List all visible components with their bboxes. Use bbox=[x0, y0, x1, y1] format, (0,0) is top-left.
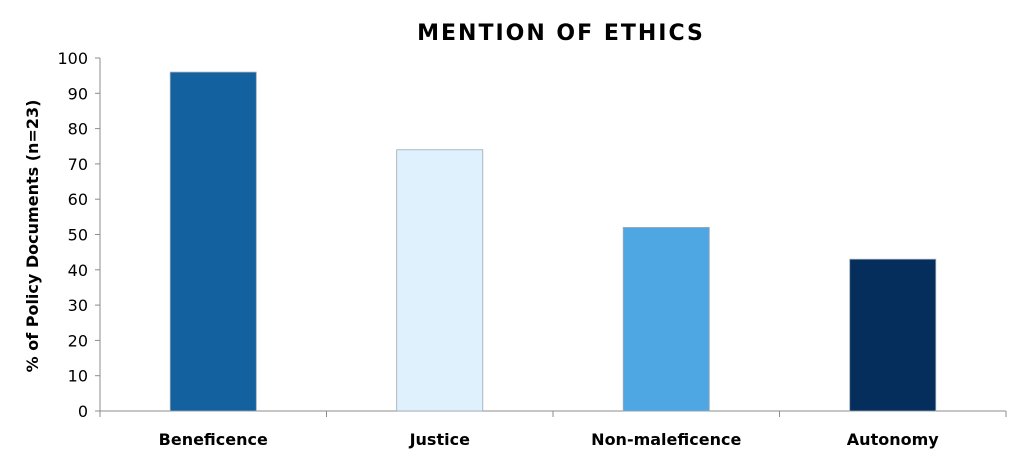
y-tick-label: 100 bbox=[57, 49, 88, 68]
x-tick-label: Non-maleficence bbox=[591, 430, 741, 449]
y-tick-label: 10 bbox=[68, 367, 88, 386]
x-tick-label: Justice bbox=[409, 430, 470, 449]
y-axis-label: % of Policy Documents (n=23) bbox=[23, 100, 42, 373]
x-tick-label: Autonomy bbox=[847, 430, 939, 449]
labels: 0 10 20 30 40 50 60 70 80 90 100 Beneficence Justice… bbox=[57, 49, 939, 449]
y-tick-label: 0 bbox=[78, 402, 88, 421]
bar-beneficence bbox=[169, 71, 257, 412]
x-tick-label: Beneficence bbox=[159, 430, 268, 449]
y-tick-label: 60 bbox=[68, 190, 88, 209]
bar-non-maleficence bbox=[622, 227, 710, 412]
bars bbox=[169, 71, 937, 412]
chart-title: MENTION OF ETHICS bbox=[417, 21, 705, 46]
y-tick-label: 80 bbox=[68, 120, 88, 139]
bar-justice bbox=[396, 149, 484, 412]
bar-autonomy bbox=[849, 258, 937, 412]
y-tick-label: 90 bbox=[68, 84, 88, 103]
y-tick-label: 50 bbox=[68, 226, 88, 245]
y-tick-label: 20 bbox=[68, 331, 88, 350]
y-tick-label: 70 bbox=[68, 155, 88, 174]
y-tick-label: 40 bbox=[68, 261, 88, 280]
y-tick-label: 30 bbox=[68, 296, 88, 315]
